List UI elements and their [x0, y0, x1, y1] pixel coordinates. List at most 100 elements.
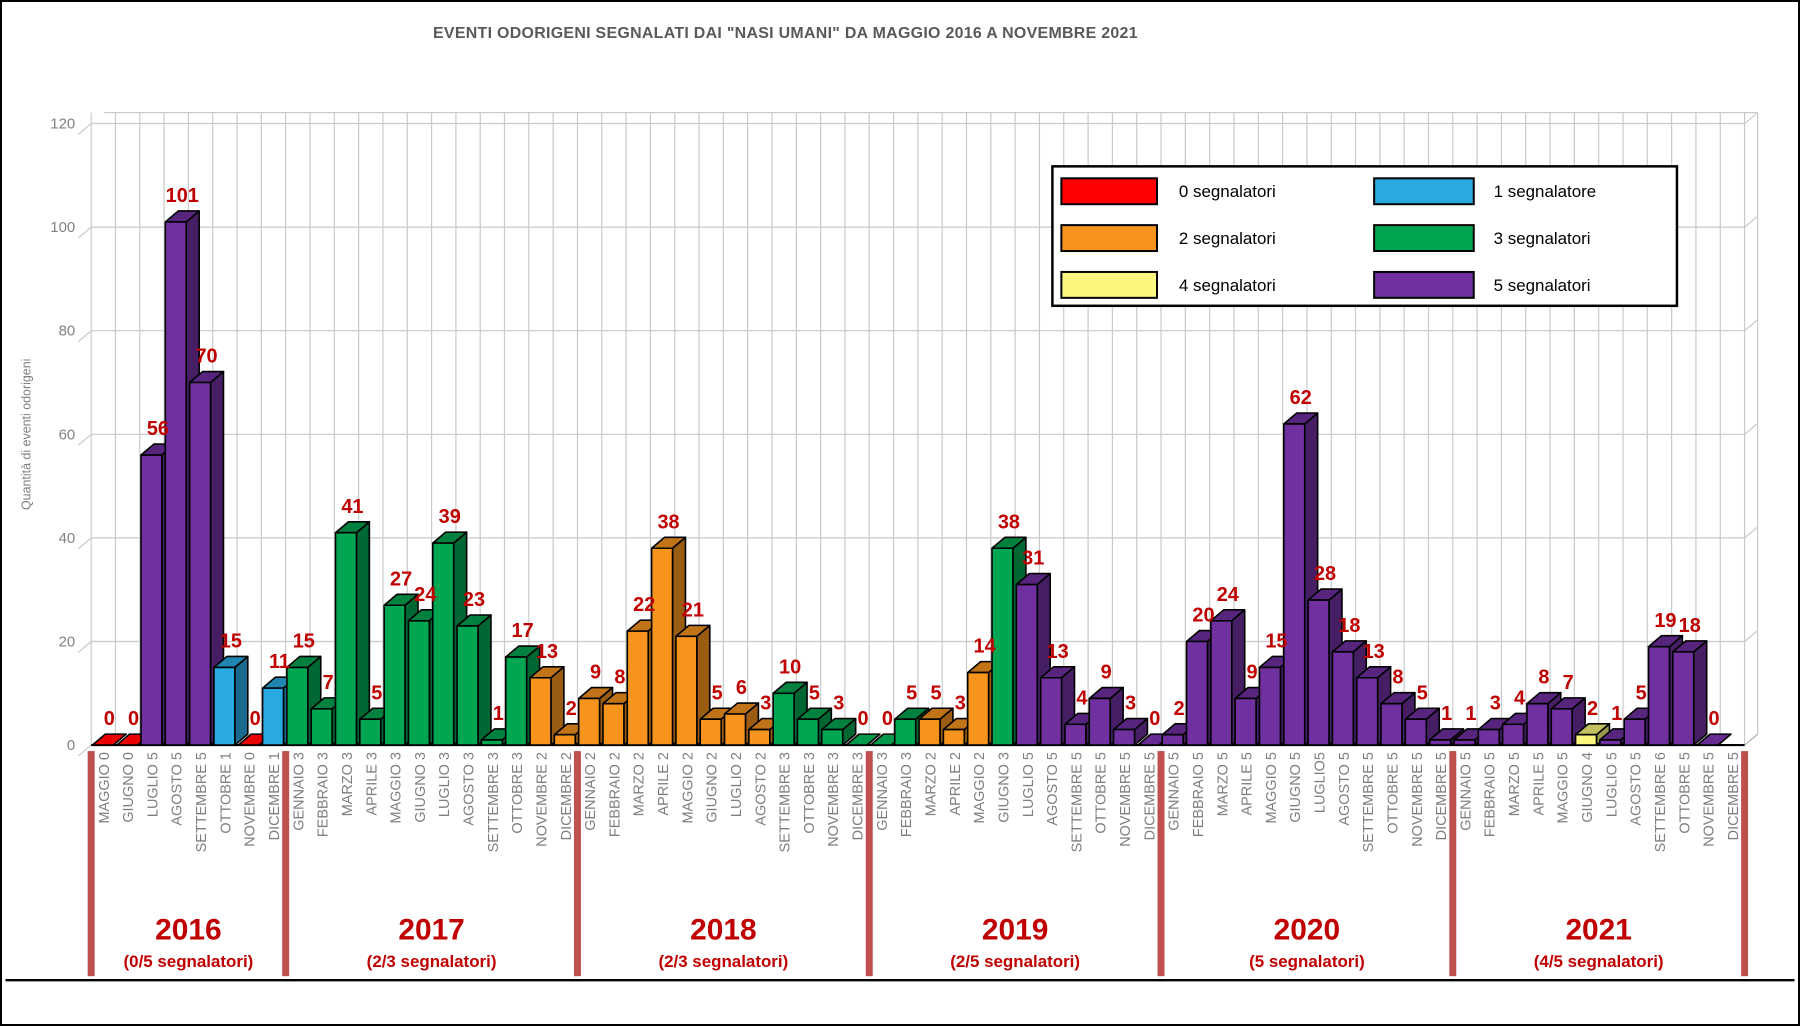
- value-label: 18: [1679, 615, 1701, 637]
- bar-front: [1064, 723, 1087, 746]
- value-label: 56: [147, 418, 169, 440]
- x-axis-month-label: MARZO 3: [340, 752, 356, 816]
- value-label: 4: [1514, 687, 1525, 709]
- x-axis-month-label: FEBBRAIO 3: [899, 752, 915, 837]
- value-label: 2: [566, 698, 577, 720]
- bar-front: [942, 728, 966, 746]
- year-label: 2018: [690, 913, 756, 946]
- value-label: 7: [1563, 672, 1574, 694]
- x-axis-month-label: SETTEMBRE 5: [1069, 752, 1085, 852]
- x-axis-month-label: OTTOBRE 5: [1094, 752, 1110, 834]
- grid-diagonal: [77, 537, 92, 550]
- x-axis-month-label: GIUGNO 3: [413, 752, 429, 823]
- value-label: 2: [1587, 698, 1598, 720]
- x-axis-month-label: OTTOBRE 1: [218, 752, 234, 834]
- y-tick-label: 40: [59, 530, 76, 547]
- x-axis-month-label: SETTEMBRE 3: [486, 752, 502, 852]
- bar-flat-zero: [91, 733, 128, 746]
- bar-front: [796, 718, 820, 746]
- year-divider: [573, 751, 581, 977]
- bar-front: [407, 619, 431, 746]
- x-axis-month-label: OTTOBRE 5: [1385, 752, 1401, 834]
- bar-front: [1599, 739, 1622, 746]
- legend-swatch-3-segnalatori: [1373, 224, 1475, 253]
- y-tick-label: 60: [59, 426, 76, 443]
- x-axis-month-label: GENNAIO 3: [291, 752, 307, 831]
- x-axis-month-label: MAGGIO 3: [389, 752, 405, 823]
- x-axis-month-label: MARZO 2: [632, 752, 648, 816]
- bar-front: [1161, 733, 1184, 746]
- x-axis-month-label: MAGGIO 2: [680, 752, 696, 823]
- grid-diagonal: [77, 226, 92, 239]
- x-axis-month-label: AGOSTO 5: [170, 752, 186, 826]
- value-label: 4: [1076, 687, 1087, 709]
- x-axis-month-label: GIUGNO 2: [705, 752, 721, 823]
- x-axis-month-label: AGOSTO 5: [1045, 752, 1061, 826]
- value-label: 5: [371, 682, 382, 704]
- x-axis-month-label: GENNAIO 5: [1458, 752, 1474, 831]
- legend-label: 0 segnalatori: [1179, 182, 1276, 201]
- value-label: 6: [736, 677, 747, 699]
- x-axis-month-label: GENNAIO 2: [583, 752, 599, 831]
- bar-front: [723, 713, 747, 746]
- bar-front: [164, 221, 188, 746]
- chart-title: EVENTI ODORIGENI SEGNALATI DAI "NASI UMA…: [433, 25, 1138, 42]
- value-label: 38: [657, 511, 679, 533]
- value-label: 41: [341, 496, 363, 518]
- bar-front: [991, 547, 1014, 746]
- x-axis-month-label: DICEMBRE 2: [559, 752, 575, 840]
- value-label: 38: [998, 511, 1020, 533]
- value-label: 5: [712, 682, 723, 704]
- bar-front: [626, 630, 650, 746]
- bars: [91, 210, 1732, 746]
- x-axis-month-label: APRILE 2: [656, 752, 672, 815]
- x-axis-month-label: APRILE 5: [1240, 752, 1256, 815]
- bar-front: [359, 718, 382, 746]
- bar-front: [577, 697, 601, 746]
- x-axis-labels: MAGGIO 0 GIUGNO 0 LUGLIO 5 AGOSTO 5 SETTEMBR…: [97, 752, 1742, 852]
- x-axis-month-label: MAGGIO 5: [1556, 752, 1572, 823]
- x-axis-month-label: NOVEMBRE 0: [243, 752, 259, 847]
- value-label: 39: [439, 506, 461, 528]
- bar-front: [310, 708, 333, 746]
- x-axis-month-label: AGOSTO 5: [1337, 752, 1353, 826]
- value-label: 5: [809, 682, 820, 704]
- grid-diagonal: [1744, 422, 1759, 435]
- value-label: 0: [104, 708, 115, 730]
- value-label: 21: [682, 599, 704, 621]
- year-subtitle: (2/3 segnalatori): [367, 952, 497, 971]
- x-axis-month-label: AGOSTO 3: [462, 752, 478, 826]
- value-label: 1: [493, 703, 504, 725]
- x-axis-month-label: SETTEMBRE 6: [1653, 752, 1669, 852]
- year-divider: [865, 751, 873, 977]
- x-axis-month-label: FEBBRAIO 2: [607, 752, 623, 837]
- x-axis-month-label: SETTEMBRE 5: [194, 752, 210, 852]
- value-label: 0: [250, 708, 261, 730]
- value-label: 24: [1217, 584, 1239, 606]
- value-label: 20: [1192, 605, 1214, 627]
- grid-diagonal: [77, 433, 92, 446]
- value-label: 13: [536, 641, 558, 663]
- x-axis-month-label: FEBBRAIO 5: [1191, 752, 1207, 837]
- bar-front: [699, 718, 722, 746]
- bar-front: [1526, 702, 1549, 746]
- bar-front: [1307, 599, 1330, 746]
- bar-side-face: [355, 520, 371, 746]
- bar-front: [1331, 651, 1355, 746]
- bar-front: [1234, 697, 1257, 746]
- bar-front: [553, 733, 577, 746]
- value-label: 18: [1338, 615, 1360, 637]
- value-label: 13: [1046, 641, 1068, 663]
- x-axis-month-label: LUGLIO 5: [1604, 752, 1620, 817]
- year-subtitle: (5 segnalatori): [1249, 952, 1365, 971]
- bar-front: [1355, 676, 1379, 746]
- x-axis-month-label: GIUGNO 0: [121, 752, 137, 823]
- x-axis-month-label: GIUGNO 4: [1580, 752, 1596, 823]
- x-axis-month-label: GIUGNO 5: [1288, 752, 1304, 823]
- floor-edge: [1744, 733, 1759, 746]
- bar-front: [1453, 739, 1476, 746]
- bar-front: [1185, 640, 1209, 746]
- value-label: 15: [220, 630, 242, 652]
- y-tick-label: 0: [67, 737, 75, 754]
